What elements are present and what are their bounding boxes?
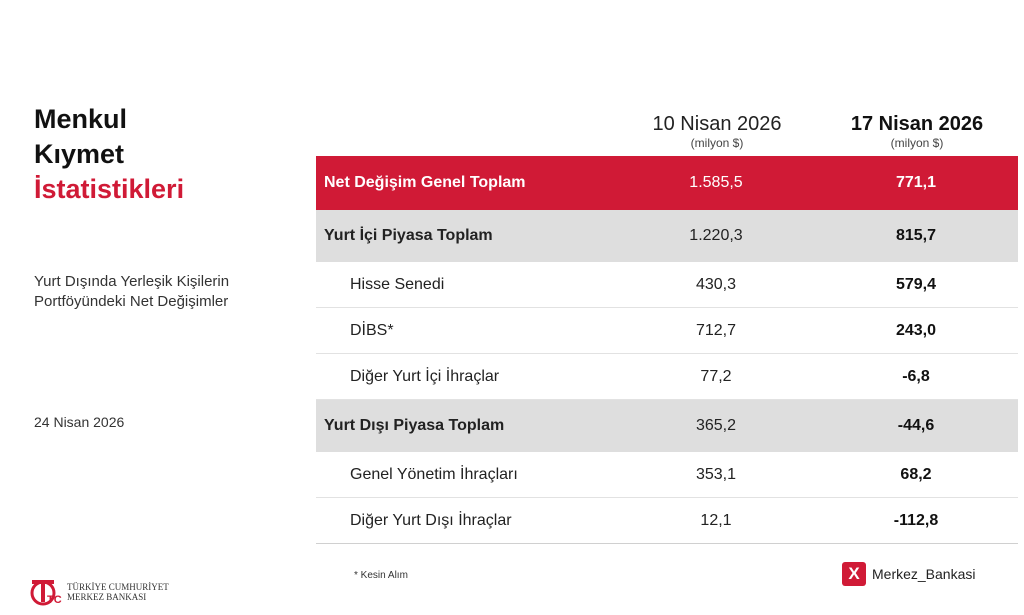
row-label: Diğer Yurt Dışı İhraçlar [350,511,512,529]
row-value-current: -6,8 [902,367,930,385]
table-row: Diğer Yurt İçi İhraçlar 77,2 -6,8 [316,354,1018,400]
table-row-net-total: Net Değişim Genel Toplam 1.585,5 771,1 [316,156,1018,210]
x-icon[interactable]: X [842,562,866,586]
column-header-current: 17 Nisan 2026 (milyon $) [817,112,1017,150]
cbrt-emblem-icon: TCMB [30,580,62,606]
row-value-current: 68,2 [900,465,932,483]
row-label: Net Değişim Genel Toplam [324,174,526,191]
table-row: Hisse Senedi 430,3 579,4 [316,262,1018,308]
row-value-previous: 353,1 [695,465,737,483]
row-value-current: 243,0 [895,321,937,339]
row-value-previous: 1.585,5 [689,174,743,191]
column-unit: (milyon $) [890,136,944,150]
logo-line-1: TÜRKİYE CUMHURİYET [67,582,169,592]
cbrt-logo: TCMB TÜRKİYE CUMHURİYET MERKEZ BANKASI [30,578,169,606]
table-row: Diğer Yurt Dışı İhraçlar 12,1 -112,8 [316,498,1018,544]
row-value-current: 579,4 [895,275,937,293]
logo-mark: TCMB [47,594,62,606]
column-header-previous: 10 Nisan 2026 (milyon $) [617,112,817,150]
footnote: * Kesin Alım [354,570,408,581]
row-label: Genel Yönetim İhraçları [350,465,518,483]
table-row-foreign-total: Yurt Dışı Piyasa Toplam 365,2 -44,6 [316,400,1018,452]
logo-line-2: MERKEZ BANKASI [67,592,147,602]
row-label: Yurt İçi Piyasa Toplam [324,227,493,244]
row-value-previous: 12,1 [700,511,732,529]
title-line-3: İstatistikleri [34,174,185,204]
column-date: 17 Nisan 2026 [850,113,984,135]
row-label: Yurt Dışı Piyasa Toplam [324,417,505,434]
row-label: Hisse Senedi [350,275,445,293]
row-value-previous: 365,2 [695,417,737,434]
column-date: 10 Nisan 2026 [652,113,782,135]
row-value-current: 771,1 [895,174,937,191]
row-value-current: 815,7 [895,227,937,244]
column-unit: (milyon $) [690,136,744,150]
row-label: DİBS* [350,321,394,339]
statistics-table: Net Değişim Genel Toplam 1.585,5 771,1 Y… [316,156,1018,544]
social-handle[interactable]: Merkez_Bankasi [872,566,976,582]
row-value-previous: 77,2 [700,367,732,385]
row-label: Diğer Yurt İçi İhraçlar [350,367,500,385]
table-row-domestic-total: Yurt İçi Piyasa Toplam 1.220,3 815,7 [316,210,1018,262]
title-line-1: Menkul [34,104,128,134]
report-subtitle: Yurt Dışında Yerleşik Kişilerin Portföyü… [34,273,230,310]
table-row: Genel Yönetim İhraçları 353,1 68,2 [316,452,1018,498]
row-value-current: -112,8 [893,511,939,529]
row-value-previous: 430,3 [695,275,737,293]
table-row: DİBS* 712,7 243,0 [316,308,1018,354]
row-value-previous: 712,7 [695,321,737,339]
title-line-2: Kıymet [34,139,125,169]
row-value-current: -44,6 [897,417,935,434]
row-value-previous: 1.220,3 [689,227,743,244]
social-handle-link[interactable]: X Merkez_Bankasi [842,562,976,586]
report-title: Menkul Kıymet İstatistikleri [34,102,184,207]
publication-date: 24 Nisan 2026 [34,414,125,430]
